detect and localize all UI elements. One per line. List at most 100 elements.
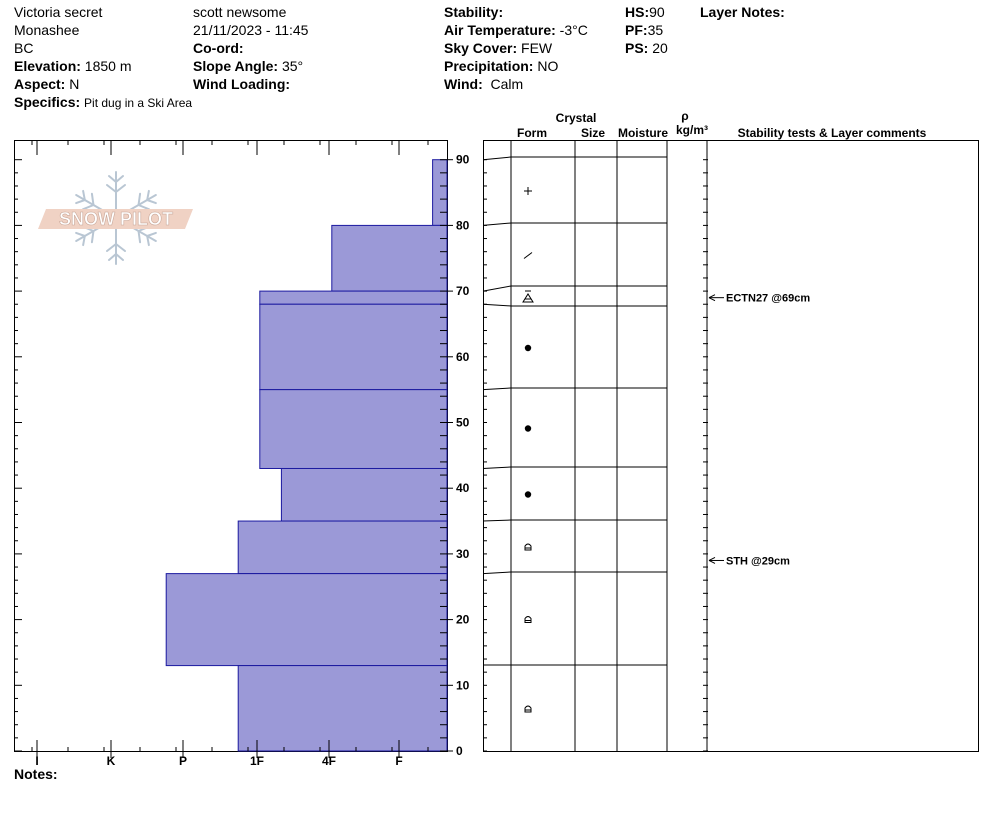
layer-connector-line	[482, 303, 512, 307]
rounded-grain-dot	[524, 425, 532, 432]
grain-form-dot-icon	[524, 425, 532, 432]
hardness-tick-label: F	[395, 754, 402, 768]
wind-label: Wind:	[444, 76, 483, 92]
aspect-row: Aspect: N	[14, 75, 79, 93]
air-temp-value: -3°C	[559, 22, 588, 38]
hardness-tick-label: 1F	[250, 754, 264, 768]
ps-row: PS: 20	[625, 39, 668, 57]
precipitation-label: Precipitation:	[444, 58, 534, 74]
density-symbol: ρ	[681, 109, 688, 123]
grain-form-dot-icon	[524, 491, 532, 498]
ps-label: PS:	[625, 40, 649, 56]
slope-angle-label: Slope Angle:	[193, 58, 279, 74]
layers-table-frame	[483, 140, 979, 752]
logo-text: SNOW PILOT	[59, 209, 173, 229]
hardness-bars	[165, 159, 448, 752]
layer-connector-line	[482, 156, 512, 161]
date-time: 21/11/2023 - 11:45	[193, 22, 309, 38]
y-axis-tick-label: 90	[456, 153, 470, 167]
form-header: Form	[517, 126, 547, 140]
y-axis-tick-label: 50	[456, 416, 470, 430]
air-temp-row: Air Temperature: -3°C	[444, 21, 588, 39]
y-axis-tick-label: 10	[456, 678, 470, 692]
surface-hoar-triangle	[522, 293, 534, 303]
air-temp-label: Air Temperature:	[444, 22, 556, 38]
specifics-value: Pit dug in a Ski Area	[84, 96, 193, 110]
layer-connector-line	[482, 519, 512, 522]
sky-cover-value: FEW	[521, 40, 553, 56]
rounded-grain-dot	[524, 491, 532, 498]
y-axis-tick-label: 30	[456, 547, 470, 561]
wind-loading-row: Wind Loading:	[193, 75, 290, 93]
slope-angle-row: Slope Angle: 35°	[193, 57, 303, 75]
aspect-label: Aspect:	[14, 76, 66, 92]
pf-label: PF:	[625, 22, 648, 38]
hardness-tick-label: 4F	[322, 754, 336, 768]
layer-notes-row: Layer Notes:	[700, 3, 785, 21]
hardness-plot-frame	[14, 140, 448, 752]
rounded-grain-dot	[524, 344, 532, 352]
stability-row: Stability:	[444, 3, 503, 21]
layer-connector-line	[482, 285, 512, 292]
region: BC	[14, 40, 34, 56]
hardness-bar	[259, 389, 448, 469]
hardness-tick-label: I	[35, 754, 38, 768]
hardness-bar	[259, 303, 448, 391]
coord-label: Co-ord:	[193, 40, 244, 56]
hardness-bar	[432, 159, 448, 226]
wind-row: Wind: Calm	[444, 75, 523, 93]
hardness-bar	[331, 224, 448, 292]
grain-form-symbols	[522, 187, 534, 713]
observer: scott newsome	[193, 4, 287, 20]
comments-header: Stability tests & Layer comments	[738, 126, 927, 140]
aspect-value: N	[69, 76, 80, 92]
hs-label: HS:	[625, 4, 650, 20]
layer-notes-label: Layer Notes:	[700, 4, 785, 20]
pf-value: 35	[647, 22, 664, 38]
snowpilot-logo: SNOW PILOT	[38, 171, 193, 265]
wind-loading-label: Wind Loading:	[193, 76, 291, 92]
y-axis-tick-label: 60	[456, 350, 470, 364]
grain-form-slash-icon	[523, 252, 533, 259]
slash-stroke	[523, 252, 533, 259]
layer-connector-line	[482, 466, 512, 469]
stability-tests: ECTN27 @69cm STH @29cm	[708, 293, 810, 567]
hardness-bar	[280, 467, 448, 522]
grain-form-dot-icon	[524, 344, 532, 352]
sky-cover-label: Sky Cover:	[444, 40, 518, 56]
layer-connector-line	[482, 571, 512, 575]
hardness-tick-label: P	[179, 754, 187, 768]
crystal-header: Crystal	[556, 111, 597, 125]
y-axis-tick-label: 40	[456, 481, 470, 495]
stability-test-label: STH @29cm	[726, 555, 790, 567]
hs-value: 90	[649, 4, 665, 20]
coord-row: Co-ord:	[193, 39, 244, 57]
grain-form-cup-icon	[524, 705, 532, 713]
elevation-value: 1850 m	[84, 58, 132, 74]
faceted-cup	[524, 543, 532, 551]
ps-value: 20	[652, 40, 668, 56]
hardness-bar	[259, 290, 448, 305]
y-axis-tick-label: 70	[456, 284, 470, 298]
grain-form-plus-icon	[524, 187, 532, 195]
y-axis-tick-label: 20	[456, 613, 470, 627]
wind-value: Calm	[490, 76, 524, 92]
faceted-cup	[524, 705, 532, 713]
grain-form-sh-icon	[522, 290, 534, 303]
hardness-bar	[237, 665, 448, 752]
arrow-left-icon	[708, 557, 716, 564]
stability-test: STH @29cm	[708, 555, 790, 567]
pf-row: PF:35	[625, 21, 663, 39]
grain-form-cup-icon	[524, 616, 532, 623]
size-header: Size	[581, 126, 605, 140]
faceted-cup	[524, 616, 532, 623]
density-unit: kg/m³	[676, 123, 708, 137]
notes-row: Notes:	[14, 765, 58, 783]
mountain-range: Monashee	[14, 22, 80, 38]
hs-row: HS:90	[625, 3, 665, 21]
y-axis-tick-label: 80	[456, 218, 470, 232]
moisture-header: Moisture	[618, 126, 668, 140]
hardness-bar	[165, 573, 448, 667]
pit-name: Victoria secret	[14, 4, 103, 20]
